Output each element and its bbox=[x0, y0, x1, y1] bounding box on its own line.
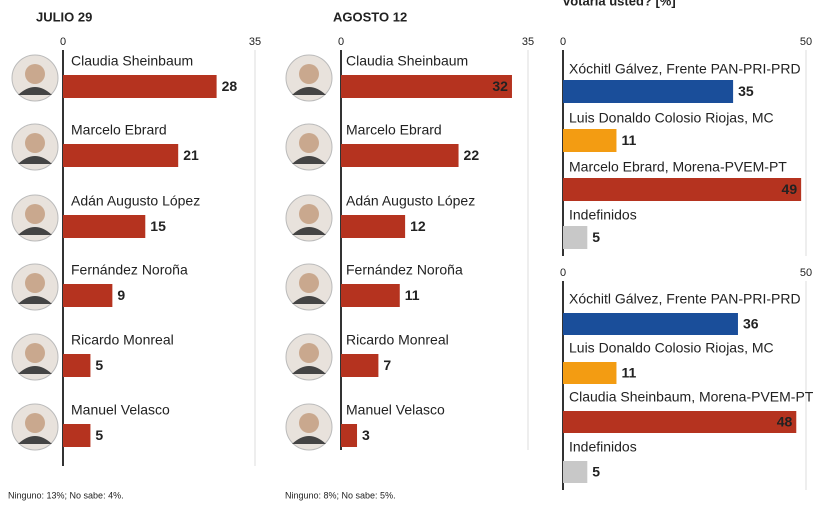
category-label: Fernández Noroña bbox=[346, 262, 463, 278]
value-label: 5 bbox=[592, 229, 600, 245]
photo-face bbox=[299, 273, 319, 293]
category-label: Ricardo Monreal bbox=[346, 332, 449, 348]
category-label: Luis Donaldo Colosio Riojas, MC bbox=[569, 110, 774, 126]
bar bbox=[563, 178, 801, 201]
photo-face bbox=[25, 413, 45, 433]
photo-face bbox=[25, 133, 45, 153]
value-label: 32 bbox=[492, 78, 508, 94]
value-label: 11 bbox=[621, 365, 636, 381]
x-tick-label: 35 bbox=[249, 36, 261, 48]
bar bbox=[341, 354, 378, 377]
value-label: 12 bbox=[410, 218, 426, 234]
bar bbox=[63, 215, 145, 238]
note: Ninguno: 8%; No sabe: 5%. bbox=[285, 490, 396, 500]
bar bbox=[563, 411, 796, 433]
value-label: 28 bbox=[222, 78, 238, 94]
bar bbox=[63, 424, 90, 447]
value-label: 5 bbox=[95, 357, 103, 373]
bar bbox=[563, 313, 738, 335]
category-label: Marcelo Ebrard bbox=[71, 122, 167, 138]
photo-face bbox=[25, 64, 45, 84]
bar bbox=[341, 75, 512, 98]
bar bbox=[563, 461, 587, 483]
value-label: 7 bbox=[383, 357, 391, 373]
category-label: Indefinidos bbox=[569, 207, 637, 223]
x-tick-label: 0 bbox=[560, 36, 566, 48]
photo-face bbox=[299, 343, 319, 363]
bar bbox=[63, 75, 217, 98]
category-label: Indefinidos bbox=[569, 439, 637, 455]
x-tick-label: 50 bbox=[800, 267, 812, 279]
bar bbox=[563, 129, 616, 152]
photo-face bbox=[299, 413, 319, 433]
bar bbox=[341, 215, 405, 238]
chart-title: AGOSTO 12 bbox=[333, 9, 407, 24]
value-label: 49 bbox=[782, 181, 798, 197]
category-label: Claudia Sheinbaum bbox=[71, 53, 193, 69]
value-label: 21 bbox=[183, 147, 199, 163]
category-label: Marcelo Ebrard bbox=[346, 122, 442, 138]
value-label: 11 bbox=[621, 132, 636, 148]
value-label: 3 bbox=[362, 427, 370, 443]
value-label: 22 bbox=[464, 147, 480, 163]
bar bbox=[63, 354, 90, 377]
category-label: Adán Augusto López bbox=[71, 193, 200, 209]
category-label: Manuel Velasco bbox=[346, 402, 445, 418]
value-label: 36 bbox=[743, 316, 759, 332]
value-label: 35 bbox=[738, 83, 754, 99]
chart-title: JULIO 29 bbox=[36, 9, 92, 24]
category-label: Ricardo Monreal bbox=[71, 332, 174, 348]
bar bbox=[563, 362, 616, 384]
photo-face bbox=[299, 204, 319, 224]
category-label: Claudia Sheinbaum bbox=[346, 53, 468, 69]
x-tick-label: 0 bbox=[560, 267, 566, 279]
bar bbox=[341, 284, 400, 307]
category-label: Manuel Velasco bbox=[71, 402, 170, 418]
value-label: 5 bbox=[95, 427, 103, 443]
photo-face bbox=[25, 273, 45, 293]
x-tick-label: 35 bbox=[522, 36, 534, 48]
value-label: 11 bbox=[405, 287, 420, 303]
category-label: Marcelo Ebrard, Morena-PVEM-PT bbox=[569, 159, 787, 175]
photo-face bbox=[299, 133, 319, 153]
category-label: Xóchitl Gálvez, Frente PAN-PRI-PRD bbox=[569, 61, 801, 77]
value-label: 9 bbox=[117, 287, 125, 303]
bar bbox=[63, 284, 112, 307]
value-label: 48 bbox=[777, 414, 793, 430]
x-tick-label: 0 bbox=[338, 36, 344, 48]
photo-face bbox=[25, 204, 45, 224]
value-label: 15 bbox=[150, 218, 166, 234]
category-label: Claudia Sheinbaum, Morena-PVEM-PT bbox=[569, 389, 814, 405]
bar bbox=[341, 424, 357, 447]
category-label: Adán Augusto López bbox=[346, 193, 475, 209]
x-tick-label: 0 bbox=[60, 36, 66, 48]
photo-face bbox=[299, 64, 319, 84]
bar bbox=[563, 80, 733, 103]
bar bbox=[341, 144, 459, 167]
bar bbox=[63, 144, 178, 167]
chart: JULIO 29035Claudia Sheinbaum28Marcelo Eb… bbox=[0, 0, 823, 505]
photo-face bbox=[25, 343, 45, 363]
x-tick-label: 50 bbox=[800, 36, 812, 48]
value-label: 5 bbox=[592, 464, 600, 480]
note: Ninguno: 13%; No sabe: 4%. bbox=[8, 490, 124, 500]
bar bbox=[563, 226, 587, 249]
category-label: Luis Donaldo Colosio Riojas, MC bbox=[569, 340, 774, 356]
chart-title: votaría usted? [%] bbox=[563, 0, 676, 8]
category-label: Fernández Noroña bbox=[71, 262, 188, 278]
category-label: Xóchitl Gálvez, Frente PAN-PRI-PRD bbox=[569, 291, 801, 307]
